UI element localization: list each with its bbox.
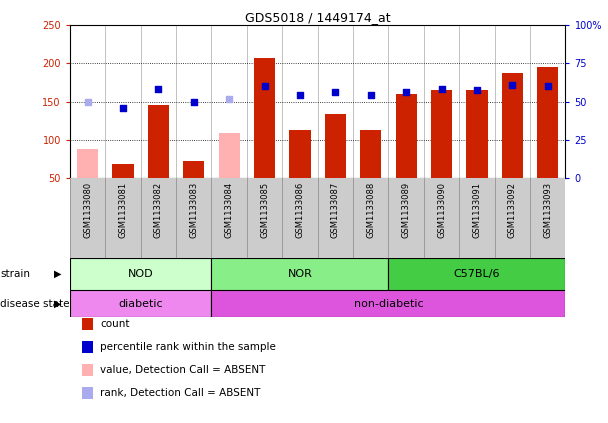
Text: GSM1133093: GSM1133093 [543, 182, 552, 238]
Bar [537, 67, 558, 178]
Bar [77, 149, 98, 178]
Text: NOD: NOD [128, 269, 154, 279]
Bar [466, 90, 488, 178]
Point [224, 96, 234, 103]
Point [437, 86, 446, 93]
Text: ▶: ▶ [54, 269, 61, 279]
Title: GDS5018 / 1449174_at: GDS5018 / 1449174_at [245, 11, 390, 24]
Bar [183, 161, 204, 178]
Text: NOR: NOR [288, 269, 313, 279]
Text: GSM1133082: GSM1133082 [154, 182, 163, 238]
Bar [70, 258, 212, 290]
Text: GSM1133085: GSM1133085 [260, 182, 269, 238]
Bar [360, 130, 381, 178]
Text: GSM1133090: GSM1133090 [437, 182, 446, 238]
Text: ▶: ▶ [54, 299, 61, 308]
Bar [431, 90, 452, 178]
Text: percentile rank within the sample: percentile rank within the sample [100, 342, 276, 352]
Text: rank, Detection Call = ABSENT: rank, Detection Call = ABSENT [100, 388, 261, 398]
Bar [148, 105, 169, 178]
Text: GSM1133086: GSM1133086 [295, 182, 305, 238]
Point [189, 99, 199, 106]
Point [154, 85, 164, 92]
Text: GSM1133092: GSM1133092 [508, 182, 517, 238]
Bar [218, 134, 240, 178]
Text: GSM1133087: GSM1133087 [331, 182, 340, 238]
Bar [389, 258, 565, 290]
Text: GSM1133089: GSM1133089 [402, 182, 410, 238]
Text: non-diabetic: non-diabetic [354, 299, 423, 308]
Bar [502, 73, 523, 178]
Point [401, 88, 411, 95]
Text: strain: strain [0, 269, 30, 279]
Bar [254, 58, 275, 178]
Bar [112, 164, 134, 178]
Point [366, 92, 376, 99]
Text: value, Detection Call = ABSENT: value, Detection Call = ABSENT [100, 365, 266, 375]
Text: GSM1133081: GSM1133081 [119, 182, 128, 238]
Point [331, 88, 340, 95]
Text: disease state: disease state [0, 299, 69, 308]
Text: count: count [100, 319, 130, 329]
Bar [289, 130, 311, 178]
Point [260, 83, 269, 90]
Bar [70, 290, 212, 317]
Text: GSM1133083: GSM1133083 [189, 182, 198, 238]
Point [472, 87, 482, 93]
Point [83, 99, 92, 106]
Text: C57BL/6: C57BL/6 [454, 269, 500, 279]
Point [543, 83, 553, 90]
Bar [325, 114, 346, 178]
Text: diabetic: diabetic [119, 299, 163, 308]
Point [118, 105, 128, 112]
Text: GSM1133080: GSM1133080 [83, 182, 92, 238]
Point [508, 81, 517, 88]
Point [295, 92, 305, 99]
Bar [212, 290, 565, 317]
Bar [212, 258, 389, 290]
Bar [396, 94, 416, 178]
Text: GSM1133084: GSM1133084 [225, 182, 233, 238]
Text: GSM1133091: GSM1133091 [472, 182, 482, 238]
Text: GSM1133088: GSM1133088 [366, 182, 375, 238]
